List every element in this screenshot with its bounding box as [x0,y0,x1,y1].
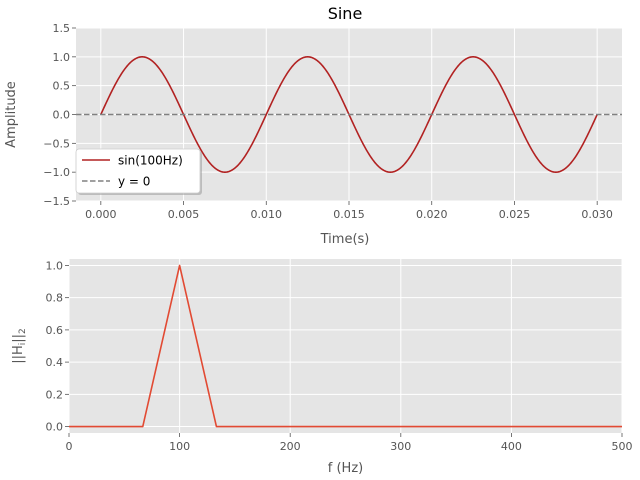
x-tick-label: 0.030 [581,208,613,221]
y-tick-label: 0.6 [46,324,64,337]
sine-plot-x-ticks: 0.000 0.005 0.010 0.015 0.020 0.025 0.030 [85,201,613,221]
y-tick-label: 1.0 [53,51,71,64]
x-tick-label: 500 [612,440,633,453]
y-tick-label: 0.4 [46,356,64,369]
ylabel-norm-close: || [11,334,26,343]
sine-plot-y-ticks: 1.5 1.0 0.5 0.0 −0.5 −1.0 −1.5 [43,22,76,208]
x-tick-label: 0.020 [416,208,448,221]
spectrum-plot-lines [69,264,622,428]
ylabel-sub-2: 2 [18,328,28,334]
x-tick-label: 200 [280,440,301,453]
y-tick-label: 0.0 [46,421,64,434]
x-tick-label: 0.010 [251,208,283,221]
series-line-0 [69,264,622,428]
spectrum-plot-background [69,259,622,433]
sine-plot-lines [76,56,622,173]
sine-plot-axes: 0.000 0.005 0.010 0.015 0.020 0.025 0.030 1.51… [4,4,622,247]
x-tick-label: 100 [169,440,190,453]
sine-plot-title: Sine [328,4,363,23]
y-tick-label: 1.5 [53,22,71,35]
legend-label-zero: y = 0 [118,175,150,189]
y-tick-label: 0.5 [53,80,71,93]
x-tick-label: 0.005 [168,208,200,221]
spectrum-plot-x-axis-label: f (Hz) [328,461,363,476]
sine-plot-x-axis-label: Time(s) [320,232,370,247]
x-tick-label: 0.000 [85,208,117,221]
spectrum-plot-y-axis-label: ||Hi||2 [11,328,28,364]
y-tick-label: 0.0 [53,109,71,122]
y-tick-label: 1.0 [46,259,64,272]
x-tick-label: 0 [66,440,73,453]
y-tick-label: −1.5 [43,195,70,208]
x-tick-label: 400 [501,440,522,453]
y-tick-label: −1.0 [43,166,70,179]
sine-plot-y-axis-label: Amplitude [4,81,19,148]
legend-label-sine: sin(100Hz) [118,154,183,168]
sine-plot-legend: sin(100Hz) y = 0 [75,148,202,195]
spectrum-plot-y-ticks: 0.0 0.2 0.4 0.6 0.8 1.0 [46,259,69,434]
y-tick-label: 0.8 [46,292,64,305]
ylabel-sub-i: i [18,343,28,346]
x-tick-label: 0.015 [333,208,365,221]
x-tick-label: 300 [390,440,411,453]
spectrum-plot-axes: 0 100 200 300 400 500 0.0 0.2 0.4 0.6 0.8 1.0 f (H… [11,259,633,476]
y-tick-label: −0.5 [43,137,70,150]
x-tick-label: 0.025 [499,208,531,221]
ylabel-norm-open: ||H [11,345,26,364]
spectrum-plot-x-ticks: 0 100 200 300 400 500 [66,433,633,453]
y-tick-label: 0.2 [46,388,64,401]
